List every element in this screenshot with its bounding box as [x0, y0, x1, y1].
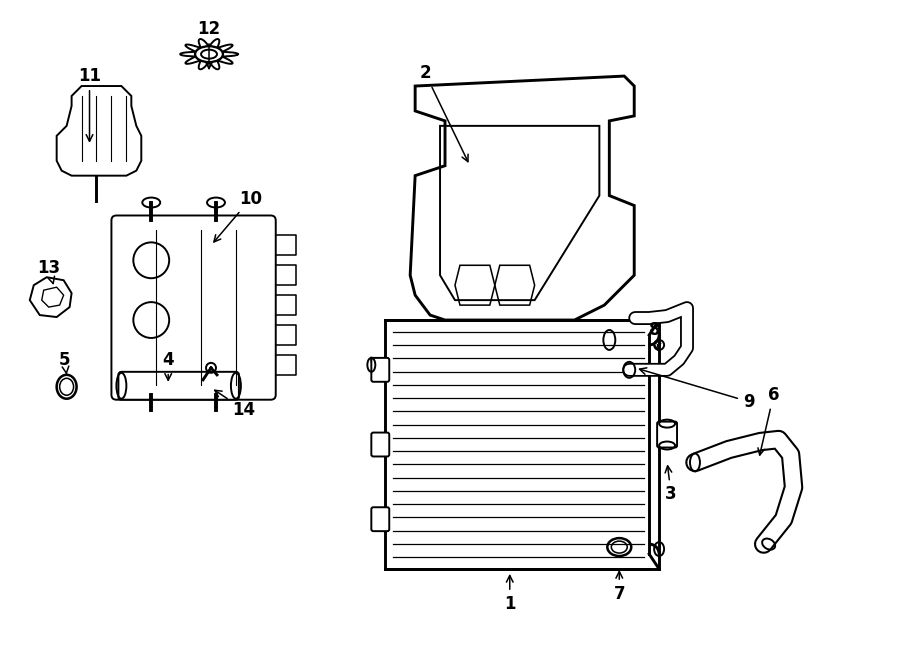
Text: 12: 12 [197, 20, 220, 69]
Text: 11: 11 [78, 67, 101, 141]
FancyBboxPatch shape [119, 372, 238, 400]
Text: 2: 2 [419, 64, 468, 162]
FancyBboxPatch shape [372, 358, 390, 382]
FancyBboxPatch shape [372, 432, 390, 457]
FancyBboxPatch shape [657, 422, 677, 447]
Text: 10: 10 [214, 190, 262, 242]
Text: 5: 5 [58, 351, 70, 374]
Text: 3: 3 [665, 466, 677, 503]
Text: 13: 13 [37, 259, 60, 284]
FancyBboxPatch shape [372, 507, 390, 531]
Text: 1: 1 [504, 576, 516, 613]
Text: 9: 9 [640, 368, 754, 410]
Text: 7: 7 [614, 572, 626, 603]
Text: 6: 6 [758, 386, 779, 455]
Text: 14: 14 [215, 390, 256, 418]
FancyBboxPatch shape [112, 215, 275, 400]
Text: 4: 4 [162, 351, 174, 380]
Text: 8: 8 [650, 321, 661, 350]
